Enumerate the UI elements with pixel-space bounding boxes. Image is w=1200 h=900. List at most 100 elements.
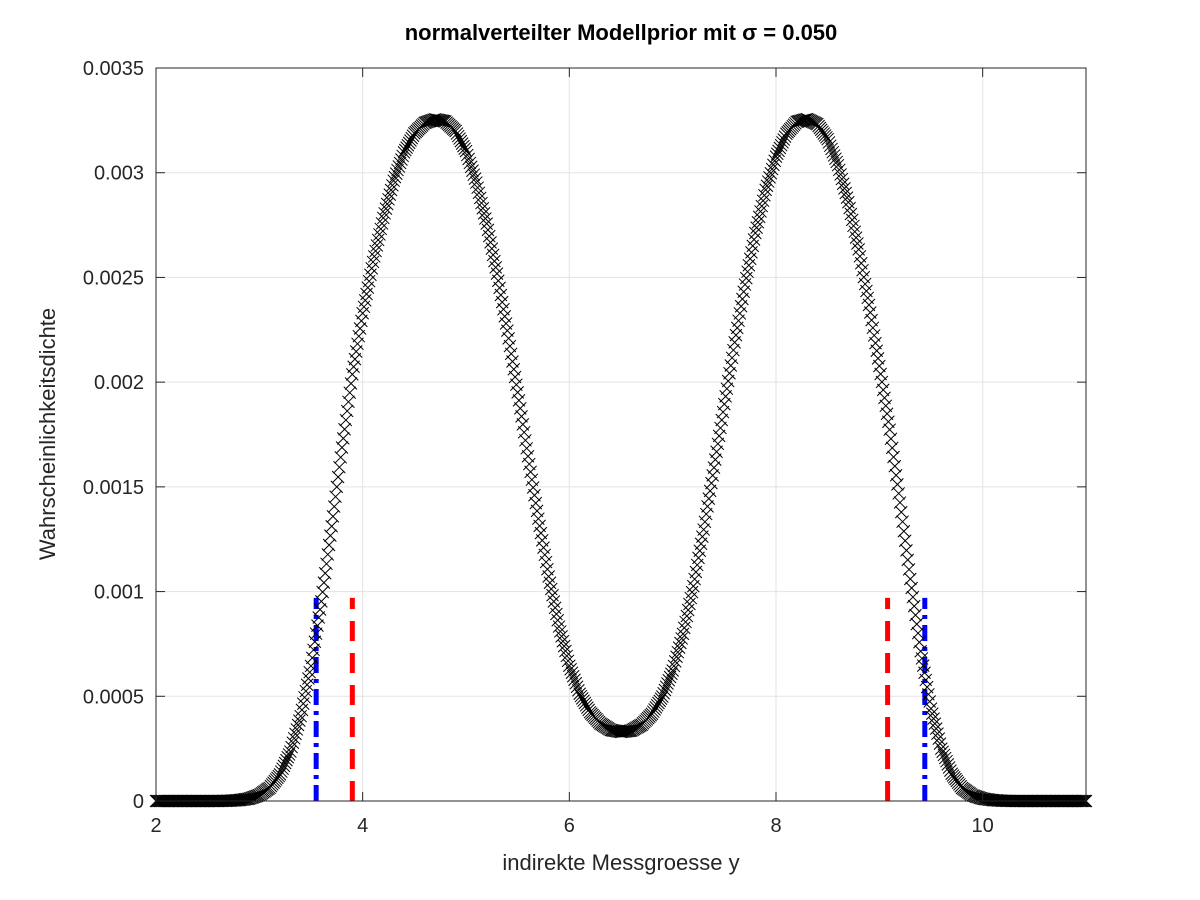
data-point-marker [560,649,574,663]
data-point-marker [848,225,862,239]
data-point-marker [376,211,390,225]
data-point-marker [433,114,447,127]
data-point-marker [507,362,521,376]
data-point-marker [721,374,735,388]
data-point-marker [285,740,298,754]
y-tick-label: 0.0015 [83,477,144,499]
data-point-marker [938,751,952,765]
data-point-marker [849,231,863,244]
data-point-marker [345,368,359,381]
data-point-marker [569,676,583,690]
data-point-marker [568,673,581,687]
data-point-marker [379,202,393,215]
data-point-marker [389,167,403,180]
data-point-marker [719,390,732,403]
data-point-marker [683,597,696,611]
data-point-marker [840,191,854,204]
data-point-marker [502,331,515,345]
data-point-marker [290,723,304,736]
x-tick-label: 4 [357,815,368,837]
data-point-marker [940,754,953,768]
data-point-marker [511,386,525,399]
data-point-marker [375,217,389,230]
data-point-marker [380,197,394,211]
data-point-marker [520,441,534,455]
data-point-marker [646,705,660,719]
data-point-marker [477,206,491,220]
data-point-marker [652,696,665,710]
data-point-marker [752,210,766,224]
data-point-marker [929,722,943,735]
data-point-marker [351,337,364,351]
data-point-marker [758,188,771,202]
data-point-marker [838,181,851,195]
data-point-marker [717,397,731,411]
data-point-marker [579,698,593,712]
data-point-marker [464,160,478,174]
data-point-marker [874,367,887,381]
data-point-marker [650,698,664,712]
data-point-marker [577,694,590,708]
data-point-marker [578,696,592,710]
data-point-marker [750,221,763,234]
data-point-marker [559,644,572,658]
data-point-marker [847,219,860,233]
y-tick-label: 0 [133,791,144,813]
data-point-marker [370,239,384,252]
data-point-marker [705,476,718,490]
data-point-marker [355,314,368,328]
data-point-marker [387,174,401,188]
data-point-marker [832,163,846,177]
data-point-marker [557,639,571,653]
data-point-marker [581,701,594,714]
data-point-marker [384,183,398,197]
data-point-marker [459,144,473,158]
data-point-marker [759,183,773,197]
data-point-marker [872,359,886,373]
data-point-marker [681,603,695,617]
data-point-marker [841,195,855,209]
data-point-marker [666,664,680,677]
data-point-marker [473,191,487,205]
data-point-marker [472,186,486,200]
data-point-marker [924,702,938,715]
data-point-marker [575,692,589,705]
data-point-marker [386,178,399,192]
y-tick-label: 0.0005 [83,686,144,708]
data-point-marker [765,162,779,176]
data-point-marker [574,689,588,703]
data-point-marker [565,666,579,680]
x-tick-label: 6 [564,815,575,837]
data-point-marker [679,615,692,629]
data-point-marker [662,673,676,687]
data-point-marker [287,731,301,745]
data-point-marker [821,132,835,146]
data-point-marker [437,114,451,128]
data-point-marker [556,634,570,648]
data-point-marker [566,669,580,683]
data-point-marker [707,461,721,474]
data-point-marker [661,677,674,690]
data-point-marker [393,156,407,170]
data-point-marker [663,670,677,684]
data-point-marker [756,194,770,208]
data-point-marker [467,168,481,182]
data-point-marker [471,181,484,195]
data-point-marker [529,496,543,510]
data-point-marker [525,473,539,487]
data-point-marker [564,662,577,676]
data-point-marker [715,413,729,427]
data-point-marker [500,324,514,337]
data-point-marker [371,233,385,247]
data-point-marker [552,620,566,633]
data-point-marker [655,690,669,703]
data-point-marker [934,742,948,755]
x-tick-label: 8 [770,815,781,837]
data-point-marker [521,449,535,463]
data-point-marker [524,465,537,479]
data-point-marker [829,152,842,166]
data-point-marker [382,192,395,206]
data-point-marker [622,724,636,738]
data-point-marker [479,212,492,225]
